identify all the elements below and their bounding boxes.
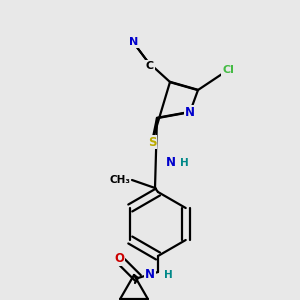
Text: H: H	[164, 270, 173, 280]
Text: N: N	[145, 268, 155, 281]
Text: N: N	[129, 37, 139, 47]
Text: N: N	[166, 155, 176, 169]
Text: C: C	[146, 61, 154, 71]
Text: O: O	[114, 253, 124, 266]
Text: S: S	[148, 136, 156, 148]
Text: CH₃: CH₃	[109, 175, 130, 185]
Text: Cl: Cl	[222, 65, 234, 75]
Text: H: H	[180, 158, 189, 168]
Text: N: N	[185, 106, 195, 118]
